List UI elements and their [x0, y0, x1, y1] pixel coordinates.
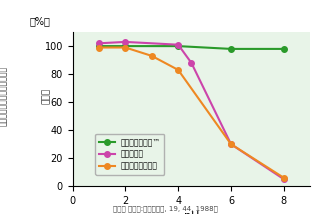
Text: （%）: （%）	[30, 16, 51, 26]
Text: 各種pH溶液における溶解度: 各種pH溶液における溶解度	[108, 6, 222, 20]
Text: （石野 芳雄他:医薬品研究, 19, 44, 1988）: （石野 芳雄他:医薬品研究, 19, 44, 1988）	[113, 205, 217, 212]
Text: （溶液中の鉄量／鉄摂取量）: （溶液中の鉄量／鉄摂取量）	[0, 66, 8, 126]
Legend: サンフェロール™, 硫酸第一鉄, フマール酸第一鉄: サンフェロール™, 硫酸第一鉄, フマール酸第一鉄	[95, 134, 164, 175]
Text: 溶存率: 溶存率	[42, 88, 51, 104]
X-axis label: pH: pH	[184, 211, 199, 214]
